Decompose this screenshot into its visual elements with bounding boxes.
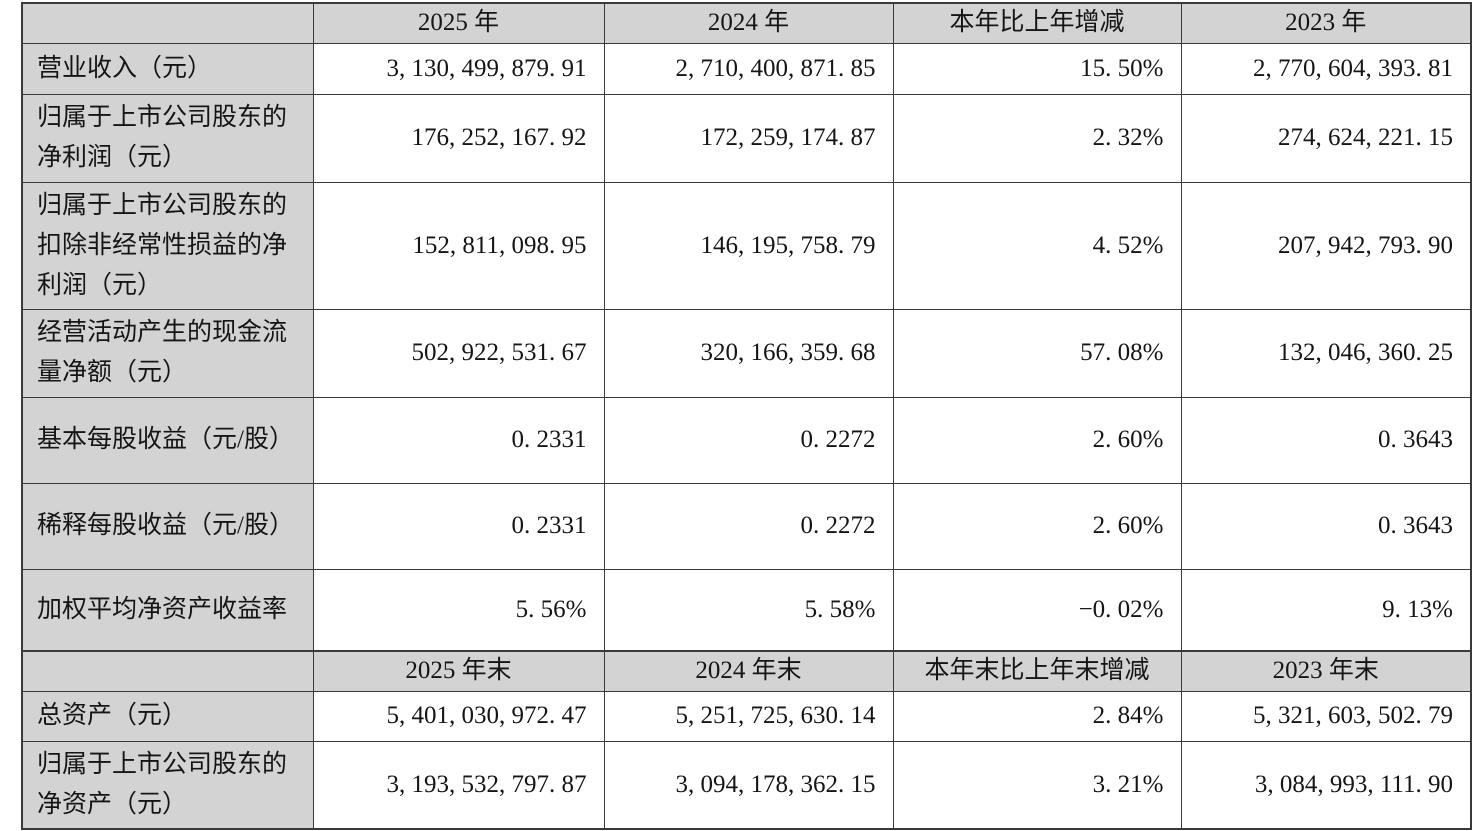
header-row-year-end: 2025 年末 2024 年末 本年末比上年末增减 2023 年末 xyxy=(21,650,1472,692)
header-row-annual: 2025 年 2024 年 本年比上年增减 2023 年 xyxy=(21,2,1472,44)
header-change: 本年比上年增减 xyxy=(892,2,1182,44)
row-operating-revenue: 营业收入（元） 3, 130, 499, 879. 91 2, 710, 400… xyxy=(21,42,1472,95)
value-2025: 5, 401, 030, 972. 47 xyxy=(312,690,605,742)
header-corner-cell xyxy=(21,2,314,44)
header-2025-end: 2025 年末 xyxy=(312,650,605,692)
value-change: 2. 60% xyxy=(892,482,1182,570)
value-2023: 0. 3643 xyxy=(1180,482,1472,570)
row-label: 总资产（元） xyxy=(21,690,314,742)
row-label: 归属于上市公司股东的净利润（元） xyxy=(21,93,314,183)
value-2023: 207, 942, 793. 90 xyxy=(1180,181,1472,310)
value-2024: 3, 094, 178, 362. 15 xyxy=(603,740,894,829)
value-change: 57. 08% xyxy=(892,308,1182,398)
header-change-end: 本年末比上年末增减 xyxy=(892,650,1182,692)
financial-summary-table-wrap: 2025 年 2024 年 本年比上年增减 2023 年 营业收入（元） 3, … xyxy=(21,2,1472,830)
header-2024: 2024 年 xyxy=(603,2,894,44)
header-2024-end: 2024 年末 xyxy=(603,650,894,692)
row-label: 归属于上市公司股东的扣除非经常性损益的净利润（元） xyxy=(21,181,314,310)
row-label: 营业收入（元） xyxy=(21,42,314,95)
value-2023: 3, 084, 993, 111. 90 xyxy=(1180,740,1472,829)
value-change: 3. 21% xyxy=(892,740,1182,829)
row-label: 稀释每股收益（元/股） xyxy=(21,482,314,570)
row-label: 基本每股收益（元/股） xyxy=(21,396,314,484)
row-net-profit-attributable: 归属于上市公司股东的净利润（元） 176, 252, 167. 92 172, … xyxy=(21,93,1472,183)
row-basic-eps: 基本每股收益（元/股） 0. 2331 0. 2272 2. 60% 0. 36… xyxy=(21,396,1472,484)
row-operating-cash-flow: 经营活动产生的现金流量净额（元） 502, 922, 531. 67 320, … xyxy=(21,308,1472,398)
value-2025: 152, 811, 098. 95 xyxy=(312,181,605,310)
value-2023: 5, 321, 603, 502. 79 xyxy=(1180,690,1472,742)
value-2025: 3, 193, 532, 797. 87 xyxy=(312,740,605,829)
row-weighted-average-roe: 加权平均净资产收益率 5. 56% 5. 58% −0. 02% 9. 13% xyxy=(21,568,1472,652)
row-net-profit-deducting-nonrecurring: 归属于上市公司股东的扣除非经常性损益的净利润（元） 152, 811, 098.… xyxy=(21,181,1472,310)
value-change: 15. 50% xyxy=(892,42,1182,95)
value-2023: 0. 3643 xyxy=(1180,396,1472,484)
row-net-assets-attributable: 归属于上市公司股东的净资产（元） 3, 193, 532, 797. 87 3,… xyxy=(21,740,1472,829)
financial-summary-table: 2025 年 2024 年 本年比上年增减 2023 年 营业收入（元） 3, … xyxy=(21,2,1472,830)
value-2024: 146, 195, 758. 79 xyxy=(603,181,894,310)
value-change: 2. 32% xyxy=(892,93,1182,183)
value-2023: 2, 770, 604, 393. 81 xyxy=(1180,42,1472,95)
value-2025: 5. 56% xyxy=(312,568,605,652)
value-change: 4. 52% xyxy=(892,181,1182,310)
value-2025: 502, 922, 531. 67 xyxy=(312,308,605,398)
header-2023-end: 2023 年末 xyxy=(1180,650,1472,692)
value-2023: 274, 624, 221. 15 xyxy=(1180,93,1472,183)
value-2025: 3, 130, 499, 879. 91 xyxy=(312,42,605,95)
row-total-assets: 总资产（元） 5, 401, 030, 972. 47 5, 251, 725,… xyxy=(21,690,1472,742)
row-label: 加权平均净资产收益率 xyxy=(21,568,314,652)
value-2023: 9. 13% xyxy=(1180,568,1472,652)
header-2023: 2023 年 xyxy=(1180,2,1472,44)
value-change: 2. 60% xyxy=(892,396,1182,484)
value-change: −0. 02% xyxy=(892,568,1182,652)
value-2024: 172, 259, 174. 87 xyxy=(603,93,894,183)
header-2025: 2025 年 xyxy=(312,2,605,44)
value-2023: 132, 046, 360. 25 xyxy=(1180,308,1472,398)
value-2025: 176, 252, 167. 92 xyxy=(312,93,605,183)
value-2024: 320, 166, 359. 68 xyxy=(603,308,894,398)
row-label: 归属于上市公司股东的净资产（元） xyxy=(21,740,314,829)
value-2024: 5, 251, 725, 630. 14 xyxy=(603,690,894,742)
value-2025: 0. 2331 xyxy=(312,396,605,484)
value-2024: 5. 58% xyxy=(603,568,894,652)
value-2024: 2, 710, 400, 871. 85 xyxy=(603,42,894,95)
value-2025: 0. 2331 xyxy=(312,482,605,570)
value-2024: 0. 2272 xyxy=(603,396,894,484)
row-label: 经营活动产生的现金流量净额（元） xyxy=(21,308,314,398)
row-diluted-eps: 稀释每股收益（元/股） 0. 2331 0. 2272 2. 60% 0. 36… xyxy=(21,482,1472,570)
value-2024: 0. 2272 xyxy=(603,482,894,570)
value-change: 2. 84% xyxy=(892,690,1182,742)
header-corner-cell xyxy=(21,650,314,692)
